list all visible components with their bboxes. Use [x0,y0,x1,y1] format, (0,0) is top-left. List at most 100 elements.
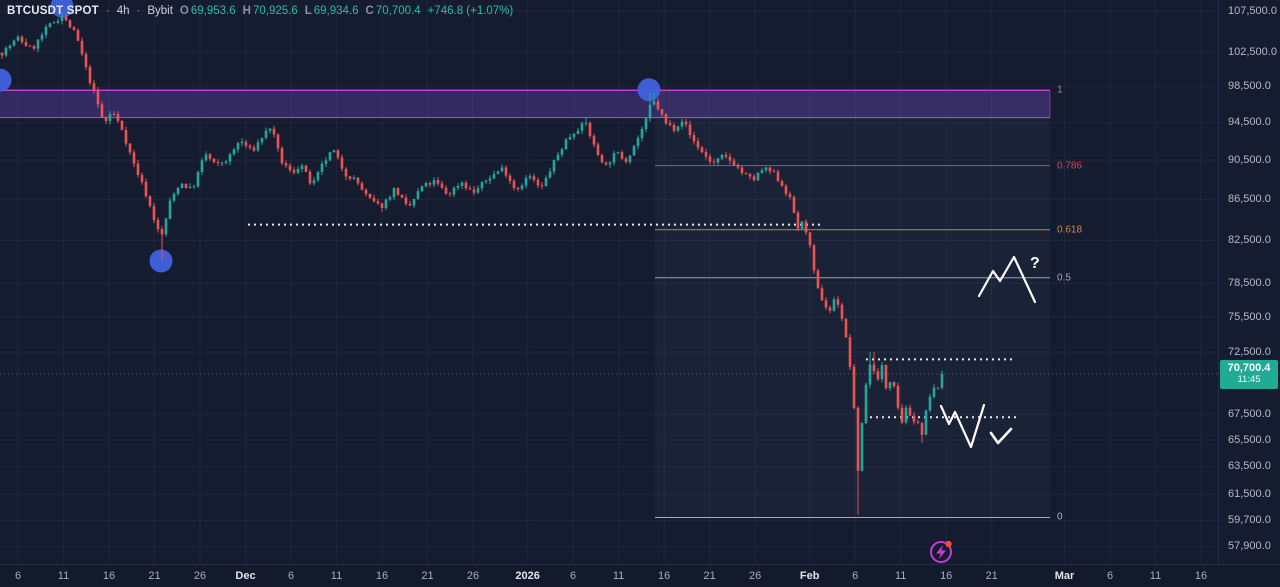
candle [184,183,188,189]
candle [420,186,424,192]
candle [908,407,912,416]
candle [724,154,728,157]
candle [200,160,204,173]
candle [892,382,896,387]
candle [404,197,408,204]
candle [836,299,840,305]
candle [784,185,788,194]
candle [920,422,924,435]
candle [392,188,396,198]
candle [796,212,800,229]
time-tick-label: Mar [1054,570,1075,582]
candle [732,160,736,165]
candle [480,181,484,189]
candle [580,123,584,131]
events-lightning-icon[interactable] [930,540,952,563]
candle [440,183,444,188]
price-tick-label: 67,500.0 [1228,407,1271,420]
candle [916,421,920,423]
time-tick-label: 16 [102,570,116,582]
candle [532,176,536,180]
checkmark-annotation[interactable] [989,427,1013,445]
price-tick-label: 107,500.0 [1228,4,1277,17]
candle [852,366,856,408]
question-mark-annotation[interactable]: ? [1030,255,1040,272]
candle [692,135,696,142]
zigzag-projection-upper[interactable] [977,255,1037,304]
candle [500,167,504,172]
candle [648,104,652,119]
supply-zone[interactable] [0,89,1051,119]
candle [876,371,880,380]
time-tick-label: 26 [193,570,207,582]
price-tick-label: 82,500.0 [1228,233,1271,246]
candle [612,153,616,163]
blue-circle-marker[interactable] [637,78,661,102]
candle [684,121,688,125]
candle [788,193,792,198]
candle [180,183,184,189]
candle [568,137,572,140]
blue-circle-marker[interactable] [149,249,173,273]
time-tick-label: 26 [466,570,480,582]
candle [248,145,252,148]
candle [676,126,680,131]
candle [544,177,548,187]
candle [744,172,748,174]
separator-dot: · [136,5,141,17]
zigzag-projection-lower[interactable] [939,403,986,449]
candle [468,188,472,190]
candle [40,34,44,40]
candle [456,185,460,188]
candle [656,101,660,110]
candle [596,144,600,155]
candle [856,407,860,471]
fib-label-0: 0 [1057,511,1063,523]
blue-circle-marker[interactable] [50,0,74,18]
time-axis[interactable]: 6 11 16 21 26 Dec 6 11 16 21 26 2026 6 11 16 21 26 Feb 6 11… [0,564,1280,587]
candle [56,21,60,23]
candle [928,396,932,411]
candle [616,152,620,154]
candle [264,130,268,139]
candle [888,382,892,389]
time-tick-label: 6 [570,570,577,582]
candle [408,203,412,206]
candle [204,154,208,161]
time-tick-label: 21 [421,570,434,582]
candle [232,149,236,155]
candle [424,183,428,187]
last-price-badge[interactable]: 70,700.4 11:45 [1220,360,1278,389]
candle [360,183,364,190]
price-axis[interactable]: 70,700.4 11:45 107,500.0 102,500.0 98,500.… [1218,0,1280,564]
interval-label[interactable]: 4h [116,5,130,17]
candle [512,180,516,188]
candle [516,187,520,190]
candle [640,129,644,139]
candle [720,154,724,159]
candle [76,29,80,41]
time-tick-label: 6 [1106,570,1114,582]
time-tick-label: 21 [985,570,998,582]
candle [124,130,128,144]
candle [260,138,264,143]
candle [664,114,668,124]
candle [88,66,92,84]
candle [0,52,4,56]
candle [460,182,464,186]
candle [312,180,316,184]
price-tick-label: 72,500.0 [1228,345,1271,358]
candle [328,152,332,161]
candle [624,158,628,162]
candle [368,193,372,198]
blue-circle-marker[interactable] [0,68,12,92]
symbol-name[interactable]: BTCUSDT SPOT [7,5,99,17]
candle [752,176,756,181]
candlestick-series [0,11,944,515]
candle [216,162,220,164]
fib-retracement[interactable] [655,89,1050,518]
candle [652,101,656,105]
candle [64,16,68,21]
